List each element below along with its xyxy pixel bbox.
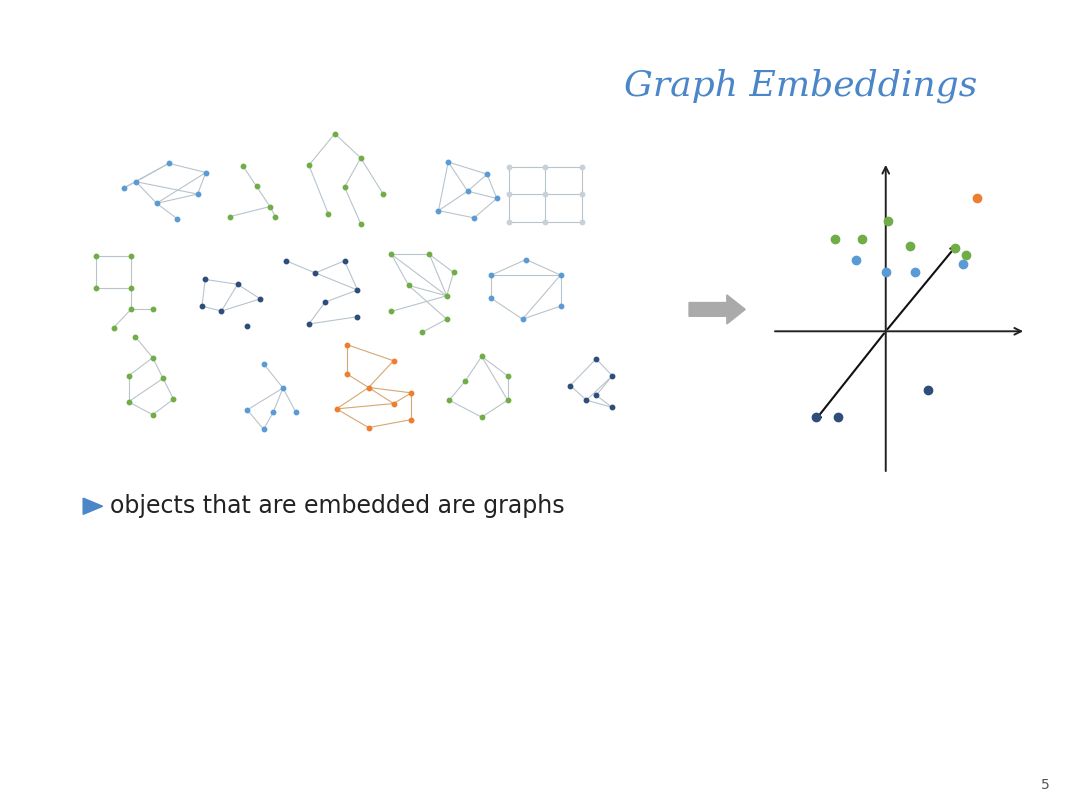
Text: objects that are embedded are graphs: objects that are embedded are graphs [110,494,565,518]
Text: Graph Embeddings: Graph Embeddings [624,69,977,104]
FancyArrow shape [689,295,745,324]
Polygon shape [83,498,103,514]
Text: 5: 5 [1041,778,1050,792]
